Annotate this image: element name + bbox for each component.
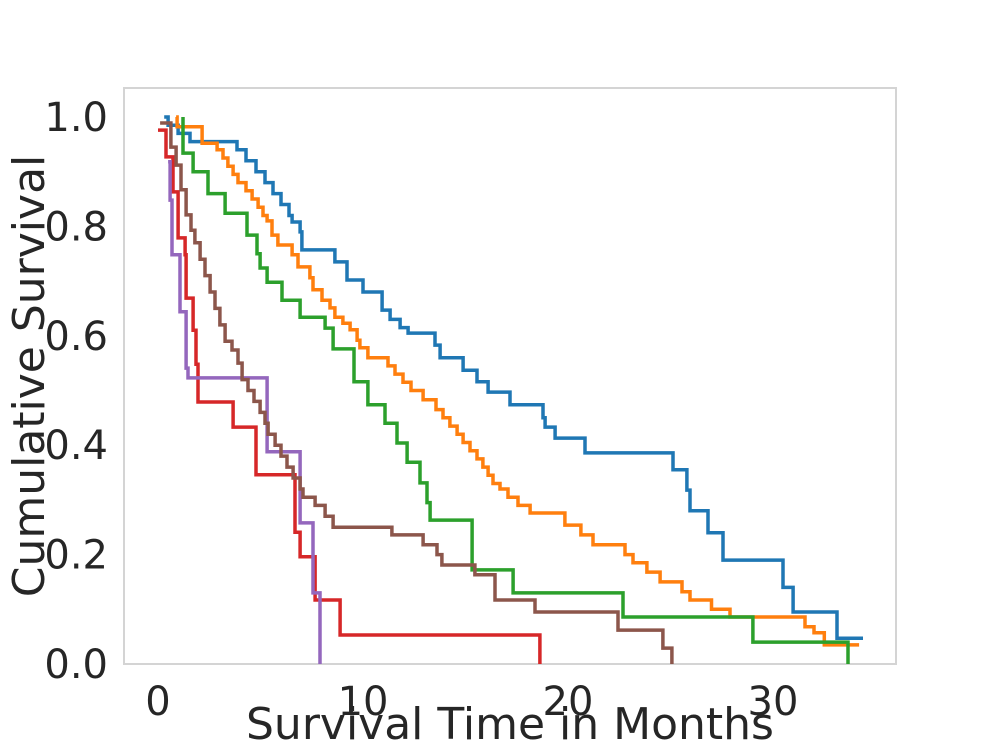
survival-curve-purple [168, 160, 322, 664]
survival-curve-orange [175, 115, 860, 647]
x-tick-label: 10 [338, 679, 389, 725]
survival-curve-blue [164, 115, 863, 641]
y-tick-label: 0.6 [44, 314, 108, 360]
y-tick-label: 0.8 [44, 204, 108, 250]
y-axis-title: Cumulative Survival [4, 155, 55, 598]
y-tick-label: 1.0 [44, 95, 108, 141]
curves-layer [158, 115, 863, 664]
x-axis-title: Survival Time in Months [246, 699, 774, 747]
y-tick-label: 0.0 [44, 642, 108, 688]
axes-layer: 0 10 20 30 0.0 0.2 0.4 0.6 0.8 1.0 [44, 87, 897, 725]
x-tick-label: 30 [748, 679, 799, 725]
plot-border [123, 87, 897, 665]
survival-curve-green [181, 117, 850, 664]
survival-curve-red [158, 128, 542, 664]
x-tick-label: 0 [145, 679, 170, 725]
y-tick-label: 0.4 [44, 423, 108, 469]
y-tick-label: 0.2 [44, 533, 108, 579]
x-tick-label: 20 [543, 679, 594, 725]
survival-curve-brown [160, 121, 674, 664]
